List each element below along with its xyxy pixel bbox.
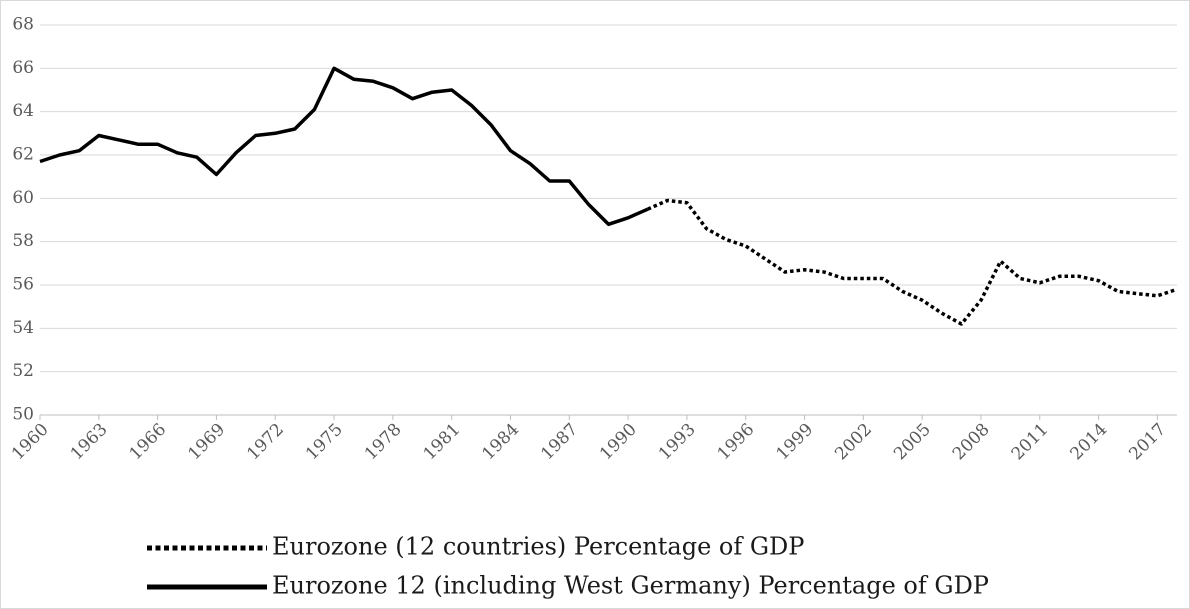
y-tick-label: 60 (12, 188, 34, 208)
y-tick-label: 50 (12, 405, 34, 425)
data-line (39, 66, 649, 227)
y-tick-label: 52 (12, 361, 34, 381)
y-tick-label: 56 (12, 275, 34, 295)
y-tick-label: 64 (12, 101, 34, 121)
y-tick-label: 58 (12, 231, 34, 251)
y-tick-label: 66 (12, 58, 34, 78)
y-tick-label: 62 (12, 145, 34, 165)
y-tick-label: 68 (12, 15, 34, 35)
legend-label: Eurozone 12 (including West Germany) Per… (272, 572, 989, 600)
legend-label: Eurozone (12 countries) Percentage of GD… (272, 533, 804, 561)
y-tick-label: 54 (12, 318, 34, 338)
data-line (646, 198, 1178, 326)
